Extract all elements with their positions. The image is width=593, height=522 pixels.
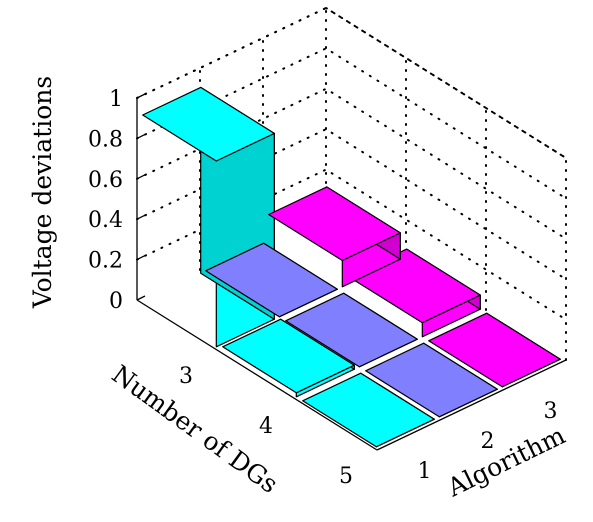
bar-top-face <box>365 342 498 418</box>
z-tick-label: 0.2 <box>88 249 123 274</box>
z-tick-label: 1 <box>109 87 123 112</box>
bars-layer <box>142 86 561 448</box>
bar <box>302 372 435 448</box>
bar-top-face <box>285 292 418 368</box>
bar-top-face <box>268 186 401 262</box>
bar-top-face <box>205 242 338 318</box>
bar <box>142 86 275 348</box>
z-tick-mark <box>136 133 146 139</box>
x-axis-label: Algorithm <box>442 420 570 502</box>
x-tick-label: 2 <box>481 429 495 454</box>
axis-layer: 0 0.2 0.4 0.6 0.8 1 3 4 5 1 2 3 <box>88 87 567 489</box>
y-axis-label: Number of DGs <box>107 359 284 499</box>
y-tick-label: 3 <box>179 364 193 389</box>
z-tick-mark <box>136 295 146 301</box>
y-axis-line <box>136 299 378 451</box>
z-axis-label: Voltage deviations <box>28 76 57 309</box>
bar-top-face <box>428 312 561 388</box>
z-tick-mark <box>136 255 146 261</box>
z-tick-label: 0.6 <box>88 168 123 193</box>
grid-line <box>136 7 327 99</box>
bar <box>268 186 401 288</box>
bar-top-face <box>302 372 435 448</box>
bar-top-face <box>222 318 355 394</box>
bar <box>428 312 561 388</box>
z-tick-mark <box>136 174 146 180</box>
y-tick-label: 4 <box>259 414 273 439</box>
bar <box>365 342 498 418</box>
x-tick-label: 1 <box>418 459 432 484</box>
z-tick-mark <box>136 214 146 220</box>
bar-top-face <box>142 86 275 162</box>
z-tick-mark <box>136 93 146 99</box>
z-tick-label: 0 <box>109 289 123 314</box>
z-tick-label: 0.8 <box>88 127 123 152</box>
z-tick-label: 0.4 <box>88 208 123 233</box>
bar <box>222 318 355 398</box>
y-tick-label: 5 <box>339 464 353 489</box>
x-tick-label: 3 <box>544 399 558 424</box>
bar <box>285 292 418 368</box>
x-axis-line <box>376 359 567 451</box>
bar <box>205 242 338 318</box>
grid-line <box>325 7 567 159</box>
